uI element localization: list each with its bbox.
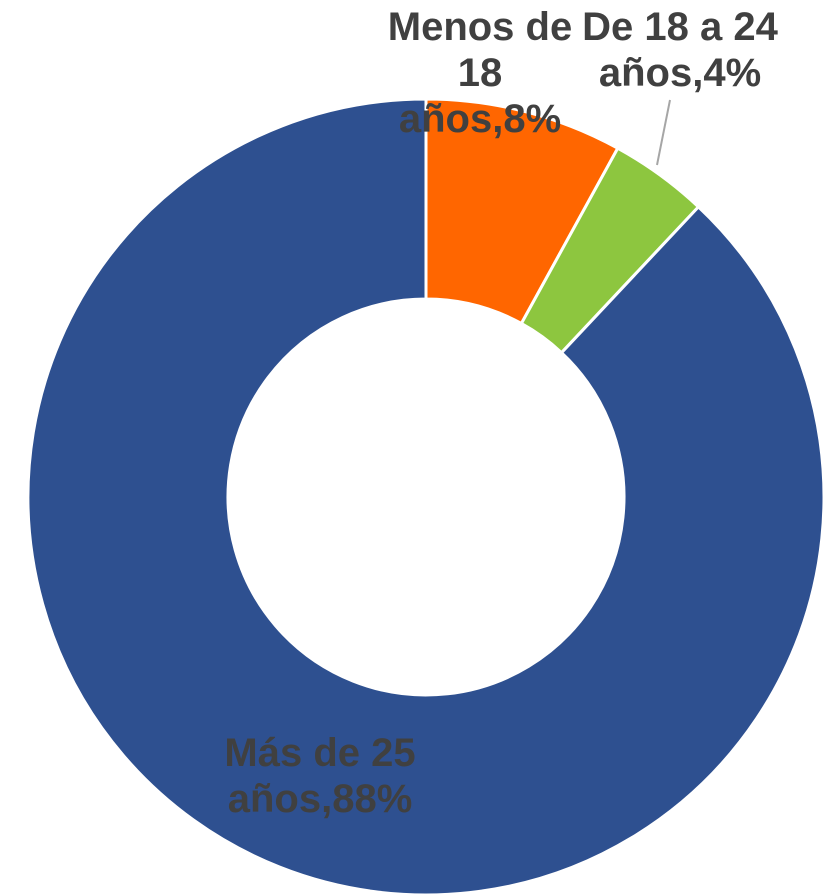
leader-line-1 [656,99,671,166]
leader-lines [656,99,671,166]
data-label-2-line-0: Más de 25 [224,731,415,775]
data-label-1: De 18 a 24 años,4% [582,5,778,95]
data-label-1-line-1: años,4% [599,51,761,95]
data-label-0-line-2: años,8% [399,97,561,141]
data-label-2-line-1: años,88% [228,777,413,821]
data-labels: Menos de 18 años,8%De 18 a 24 años,4%Más de… [224,5,778,821]
slice-2 [26,97,826,895]
data-label-0-line-0: Menos de [388,5,572,49]
data-label-0-line-1: 18 [458,51,503,95]
data-label-2: Más de 25 años,88% [224,731,415,821]
data-label-0: Menos de 18 años,8% [388,5,572,141]
data-label-1-line-0: De 18 a 24 [582,5,778,49]
donut-slices [26,97,826,895]
